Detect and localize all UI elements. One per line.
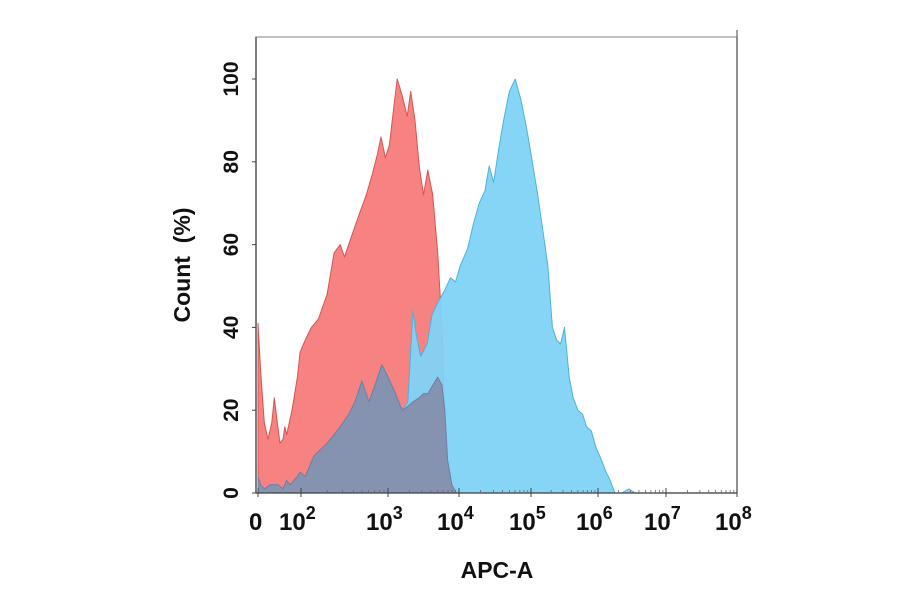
series-isotype-control: [257, 78, 457, 494]
x-tick-label: 106: [576, 503, 613, 536]
y-tick-label: 40: [220, 316, 243, 339]
x-tick-label: 108: [715, 503, 752, 536]
x-axis-ticks: 0 102 103 104 105 106 107 108: [249, 488, 752, 536]
y-axis-title: Count (%): [169, 208, 195, 323]
x-tick-label: 103: [366, 503, 403, 536]
x-axis-title: APC-A: [461, 557, 534, 583]
y-tick-label: 20: [220, 399, 243, 422]
x-tick-label: 107: [644, 503, 681, 536]
series-overlap: [257, 364, 457, 494]
x-tick-label: 0: [249, 509, 262, 536]
x-tick-label: 104: [437, 503, 474, 536]
y-tick-label: 80: [220, 150, 243, 173]
x-tick-label: 105: [509, 503, 546, 536]
histogram-series: [257, 78, 636, 494]
y-axis-ticks: 0 20 40 60 80 100: [220, 61, 256, 499]
y-tick-label: 100: [220, 61, 243, 96]
y-tick-label: 0: [220, 487, 243, 499]
y-tick-label: 60: [220, 233, 243, 256]
x-tick-label: 102: [279, 503, 316, 536]
